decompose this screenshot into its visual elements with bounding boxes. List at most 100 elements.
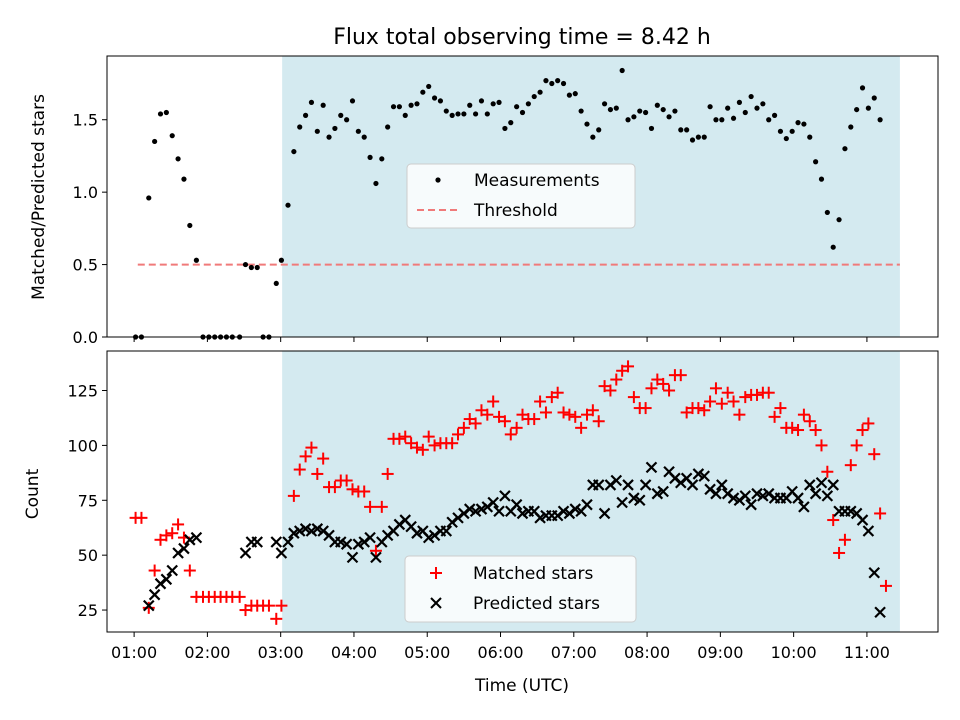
matched-star-point [317, 452, 330, 465]
matched-star-point [270, 612, 283, 625]
predicted-star-point [803, 479, 816, 491]
bottom-x-tick-label: 06:00 [477, 643, 523, 662]
matched-star-point [563, 408, 576, 421]
matched-star-point [557, 406, 570, 419]
measurement-point [467, 102, 473, 108]
matched-star-point [551, 386, 564, 399]
matched-star-point [166, 527, 179, 540]
measurement-point [736, 99, 743, 105]
measurement-point [355, 128, 361, 134]
measurement-point [349, 98, 356, 104]
matched-star-point [879, 579, 892, 592]
matched-star-point [148, 564, 161, 577]
matched-star-point [727, 395, 740, 408]
measurement-point [455, 111, 461, 117]
bottom-x-tick-label: 01:00 [111, 643, 157, 662]
matched-star-point [410, 441, 423, 454]
predicted-star-point [827, 479, 839, 491]
measurement-point [707, 104, 713, 110]
measurement-point [631, 114, 637, 120]
measurement-point [169, 133, 175, 139]
measurement-point [390, 104, 397, 110]
predicted-star-point [657, 485, 669, 498]
top-legend: Measurements Threshold [406, 163, 636, 229]
bottom-y-axis-label: Count [23, 468, 43, 519]
measurement-point [449, 112, 455, 118]
measurement-point [783, 135, 789, 142]
matched-star-point [592, 415, 605, 428]
measurement-point [537, 89, 543, 95]
measurement-point [519, 109, 526, 116]
top-axes-frame [106, 55, 939, 338]
measurement-point [502, 125, 508, 132]
matched-star-point [850, 439, 863, 452]
predicted-star-point [792, 492, 804, 504]
measurement-point [566, 92, 572, 98]
matched-star-point [340, 474, 353, 487]
chart-title: Flux total observing time = 8.42 h [333, 25, 711, 50]
matched-star-point [358, 485, 371, 498]
matched-star-point [715, 397, 728, 410]
matched-star-point [698, 404, 711, 417]
matched-star-point [604, 384, 617, 397]
matched-star-point [786, 421, 799, 434]
matched-star-point [293, 463, 306, 476]
matched-star-point [827, 514, 840, 527]
measurement-point [584, 121, 590, 127]
measurement-point [748, 93, 754, 100]
measurement-point [478, 98, 485, 104]
predicted-star-point [633, 494, 646, 507]
measurement-point [818, 176, 825, 182]
bottom-x-tick-label: 08:00 [624, 643, 670, 662]
predicted-star-point [622, 479, 634, 491]
matched-star-point [739, 391, 752, 404]
matched-star-point [481, 408, 494, 421]
measurement-point [549, 80, 555, 87]
matched-star-point [428, 439, 441, 452]
predicted-stars-series [142, 461, 886, 619]
matched-star-point [809, 424, 822, 437]
predicted-star-point [645, 461, 658, 474]
measurement-point [254, 264, 260, 271]
matched-star-point [328, 481, 341, 494]
measurement-point [777, 128, 784, 134]
top-y-tick-label: 0.5 [73, 256, 98, 275]
bottom-legend-box [404, 555, 637, 623]
matched-star-point [862, 417, 875, 430]
bottom-y-tick-label: 125 [67, 382, 98, 401]
bottom-x-axis: 01:00 02:00 03:00 04:00 05:00 06:00 07:00 08:00… [111, 632, 890, 662]
measurement-point [408, 102, 414, 108]
measurement-point [848, 124, 854, 130]
matched-star-point [504, 428, 517, 441]
top-y-tick-label: 0.0 [73, 328, 98, 347]
measurement-point [531, 93, 537, 100]
bottom-x-tick-label: 03:00 [258, 643, 304, 662]
predicted-star-point [184, 534, 196, 546]
matched-star-point [375, 500, 388, 513]
matched-star-point [487, 395, 500, 408]
predicted-star-point [809, 487, 822, 500]
matched-star-point [627, 391, 640, 404]
measurement-point [242, 261, 249, 268]
measurement-point [314, 128, 320, 134]
matched-star-point [299, 450, 312, 463]
measurement-point [437, 98, 444, 104]
top-y-axis-label: Matched/Predicted stars [29, 94, 49, 300]
measurement-point [695, 134, 701, 140]
measurement-point [193, 257, 200, 263]
matched-star-point [657, 377, 670, 390]
measurement-point [490, 101, 496, 107]
top-legend-box [406, 163, 636, 229]
matched-star-point [135, 511, 148, 524]
matched-star-point [311, 467, 324, 480]
predicted-star-point [148, 588, 161, 601]
bottom-y-tick-label: 75 [78, 491, 98, 510]
measurement-point [181, 176, 187, 182]
matched-star-point [422, 430, 435, 443]
matched-star-point [534, 395, 547, 408]
matched-star-point [569, 410, 582, 423]
top-panel: 0.0 0.5 1.0 1.5 Matched/Predicted stars Mea… [29, 55, 939, 347]
matched-star-point [575, 421, 588, 434]
predicted-star-point [598, 507, 611, 520]
measurement-point [801, 121, 807, 127]
